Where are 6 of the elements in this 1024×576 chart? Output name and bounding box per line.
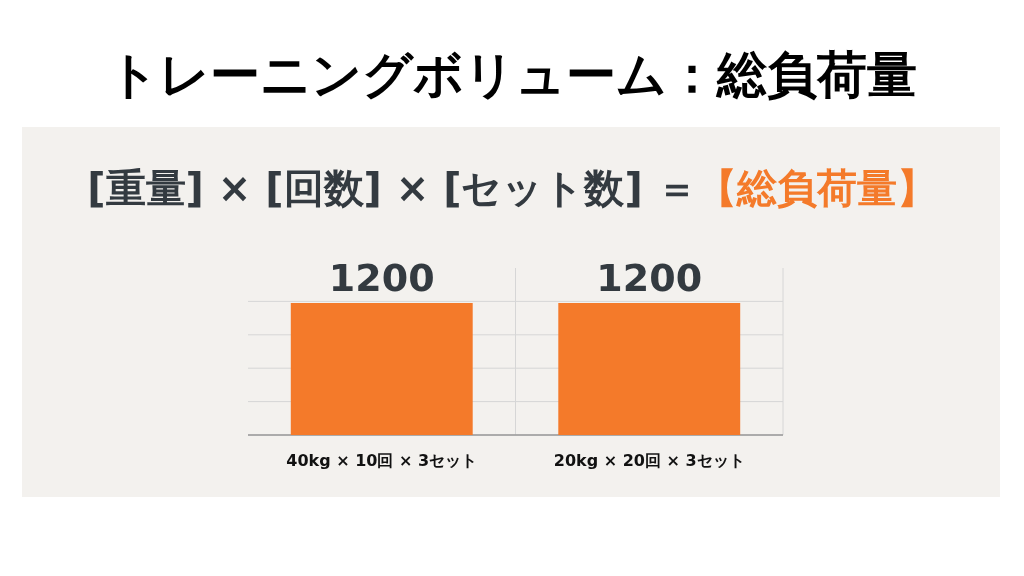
data-label: 1200: [596, 256, 703, 300]
data-label: 1200: [328, 256, 435, 300]
x-tick-label: 40kg × 10回 × 3セット: [286, 451, 478, 470]
chart-subtitle: [重量] × [回数] × [セット数] ＝【総負荷量】: [87, 165, 937, 211]
chart-title: トレーニングボリューム：総負荷量: [107, 46, 917, 104]
x-tick-label: 20kg × 20回 × 3セット: [553, 451, 745, 470]
